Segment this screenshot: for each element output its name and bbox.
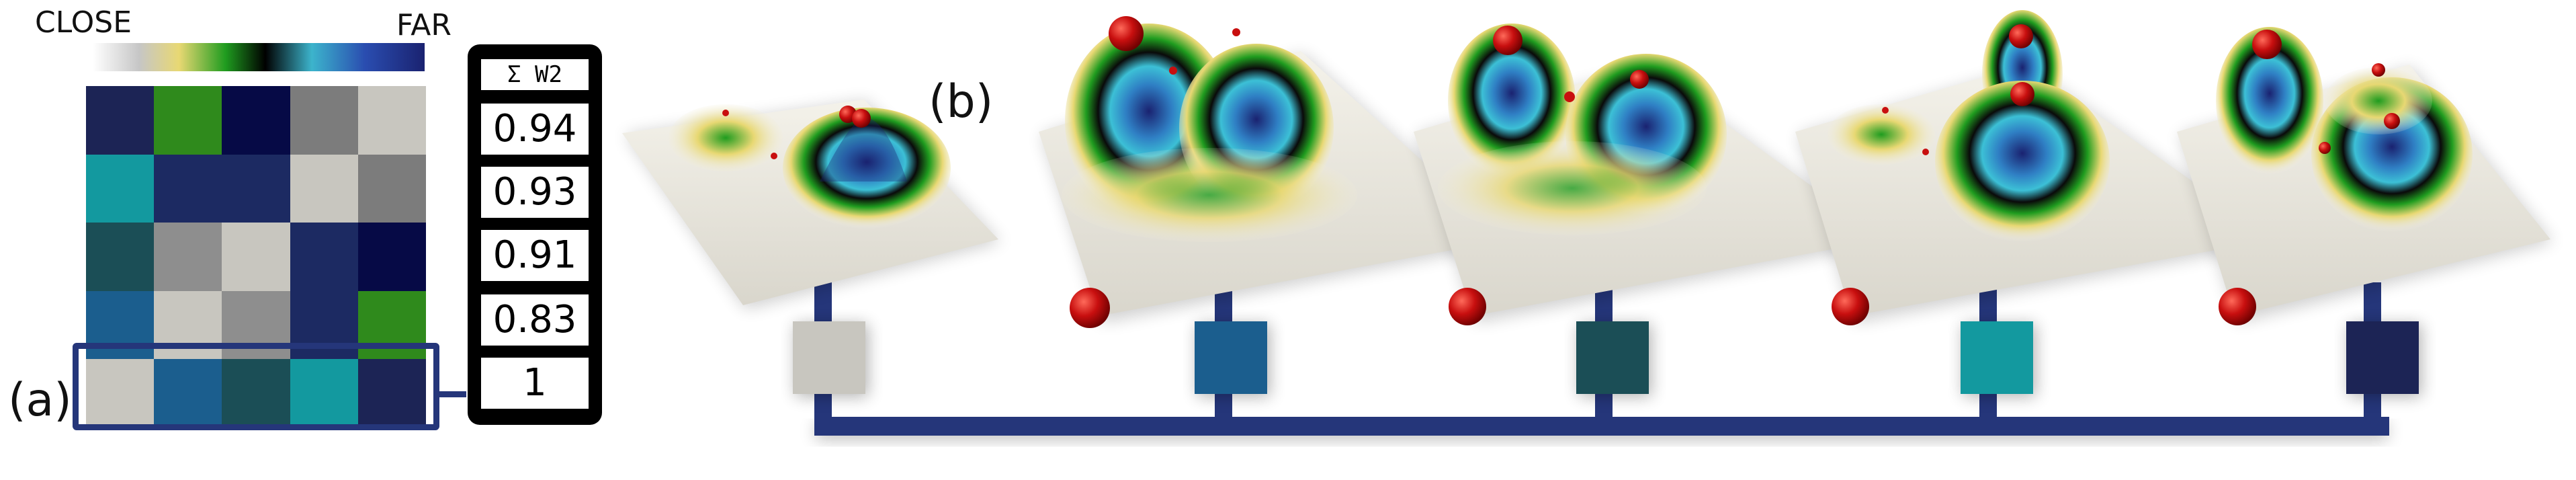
- matrix-cell: [357, 223, 426, 291]
- matrix-cell: [357, 359, 426, 428]
- node-square: [1195, 321, 1267, 394]
- matrix-cell: [357, 154, 426, 223]
- matrix-cell: [154, 154, 222, 223]
- node-square: [1576, 321, 1649, 394]
- terrain-surface: [1795, 10, 2278, 325]
- score-panel: Σ W2 0.94 0.93 0.91 0.83 1: [468, 44, 602, 425]
- terrain-surface: [2177, 27, 2553, 325]
- node-square: [2346, 321, 2419, 394]
- score-value: 1: [481, 358, 589, 409]
- matrix-cell: [86, 86, 155, 155]
- score-value: 0.83: [481, 294, 589, 346]
- matrix-cell: [357, 86, 426, 155]
- matrix-cell: [290, 359, 358, 428]
- matrix-cell: [222, 223, 290, 291]
- matrix-cell: [222, 154, 290, 223]
- terrain-surface: [1414, 24, 1888, 325]
- colorbar-label-close: CLOSE: [35, 5, 132, 40]
- matrix-cell: [86, 154, 155, 223]
- score-value: 0.93: [481, 167, 589, 218]
- panel-label-a: (a): [8, 374, 72, 427]
- matrix-cell: [222, 359, 290, 428]
- matrix-cell: [86, 359, 155, 428]
- node-squares: [793, 321, 2421, 397]
- highlighted-row-box: [73, 343, 439, 430]
- matrix-cell: [154, 359, 222, 428]
- score-value: 0.94: [481, 104, 589, 155]
- score-value: 0.91: [481, 230, 589, 281]
- matrix-cell: [154, 86, 222, 155]
- colorbar-label-far: FAR: [396, 8, 452, 42]
- terrain-surface: [622, 99, 1001, 309]
- connector-bus: [814, 417, 2389, 436]
- score-header: Σ W2: [481, 59, 589, 90]
- matrix-cell: [290, 223, 358, 291]
- panel-label-b: (b): [929, 75, 994, 128]
- matrix-cell: [222, 86, 290, 155]
- matrix-cell: [290, 154, 358, 223]
- distance-colorbar: [93, 43, 425, 71]
- terrain-surface: [1039, 16, 1512, 328]
- node-square: [1961, 321, 2033, 394]
- matrix-cell: [290, 86, 358, 155]
- node-square: [793, 321, 865, 394]
- matrix-cell: [86, 223, 155, 291]
- matrix-cell: [154, 223, 222, 291]
- highlight-connector: [439, 391, 466, 397]
- distance-matrix: [86, 86, 426, 428]
